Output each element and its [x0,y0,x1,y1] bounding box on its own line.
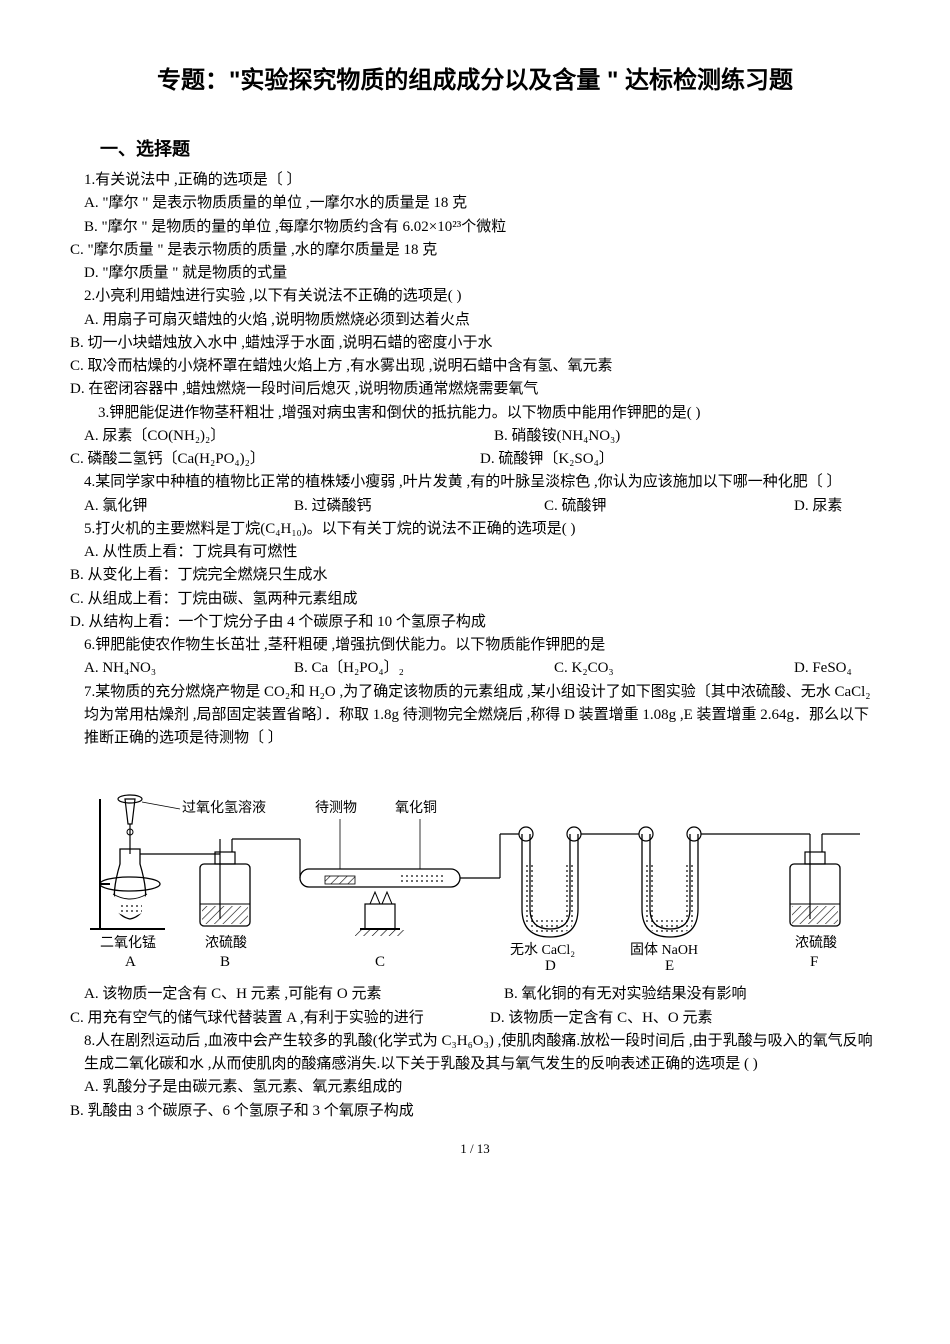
q7-A: A. 该物质一定含有 C、H 元素 ,可能有 O 元素 [84,983,504,1006]
q4-C: C. 硫酸钾 [544,495,794,518]
q1-A: A. "摩尔 " 是表示物质质量的单位 ,一摩尔水的质量是 18 克 [84,192,880,215]
q7-stem-text: 7.某物质的充分燃烧产物是 CO₂和 H₂O ,为了确定该物质的元素组成 ,某小… [84,684,871,747]
page: 专题："实验探究物质的组成成分以及含量 " 达标检测练习题 一、选择题 1.有关… [0,0,950,1187]
apparatus-C [300,819,500,936]
apparatus-F [770,834,860,926]
q6-D: D. FeSO₄ [794,657,852,680]
label-mno2: 二氧化锰 [100,935,156,951]
label-sample: 待测物 [315,800,357,816]
q2-D: D. 在密闭容器中 ,蜡烛燃烧一段时间后熄灭 ,说明物质通常燃烧需要氧气 [70,378,880,401]
doc-title: 专题："实验探究物质的组成成分以及含量 " 达标检测练习题 [70,60,880,95]
label-naoh: 固体 NaOH [630,942,698,958]
q1-C: C. "摩尔质量 " 是表示物质的质量 ,水的摩尔质量是 18 克 [70,239,880,262]
page-footer: 1 / 13 [70,1141,880,1157]
apparatus-diagram: 过氧化氢溶液 二氧化锰 A 浓硫酸 B [70,754,880,974]
q5-stem: 5.打火机的主要燃料是丁烷(C₄H₁₀)。以下有关丁烷的说法不正确的选项是( ) [84,518,880,541]
q3-C: C. 磷酸二氢钙〔Ca(H₂PO₄)₂〕 [70,448,480,471]
q7-stem: 7.某物质的充分燃烧产物是 CO₂和 H₂O ,为了确定该物质的元素组成 ,某小… [84,681,880,751]
q7-C: C. 用充有空气的储气球代替装置 A ,有利于实验的进行 [70,1007,490,1030]
q5-C: C. 从组成上看：丁烷由碳、氢两种元素组成 [70,588,880,611]
q6-A: A. NH₄NO₃ [84,657,294,680]
q3-row1: A. 尿素〔CO(NH₂)₂〕 B. 硝酸铵(NH₄NO₃) [70,425,880,448]
label-B: B [220,954,230,970]
label-cuo: 氧化铜 [395,800,437,816]
apparatus-D [500,827,630,937]
label-h2o2: 过氧化氢溶液 [182,800,266,816]
q3-row2: C. 磷酸二氢钙〔Ca(H₂PO₄)₂〕 D. 硫酸钾〔K₂SO₄〕 [70,448,880,471]
q6-B: B. Ca〔H₂PO₄〕₂ [294,657,554,680]
label-F: F [810,954,818,970]
q6-stem: 6.钾肥能使农作物生长茁壮 ,茎秆粗硬 ,增强抗倒伏能力。以下物质能作钾肥的是 [84,634,880,657]
q1-D: D. "摩尔质量 " 就是物质的式量 [84,262,880,285]
q2-stem: 2.小亮利用蜡烛进行实验 ,以下有关说法不正确的选项是( ) [84,285,880,308]
label-A: A [125,954,136,970]
label-D: D [545,958,556,974]
q7-B: B. 氧化铜的有无对实验结果没有影响 [504,983,747,1006]
q4-D: D. 尿素 [794,495,842,518]
label-C: C [375,954,385,970]
q1-B: B. "摩尔 " 是物质的量的单位 ,每摩尔物质约含有 6.02×10²³个微粒 [84,216,880,239]
q5-B: B. 从变化上看：丁烷完全燃烧只生成水 [70,564,880,587]
q3-A: A. 尿素〔CO(NH₂)₂〕 [84,425,494,448]
q3-stem: 3.钾肥能促进作物茎秆粗壮 ,增强对病虫害和倒伏的抵抗能力。以下物质中能用作钾肥… [98,402,880,425]
q4-stem: 4.某同学家中种植的植物比正常的植株矮小瘦弱 ,叶片发黄 ,有的叶脉呈淡棕色 ,… [84,471,880,494]
label-h2so4-2: 浓硫酸 [795,935,837,951]
apparatus-B [190,839,300,926]
q3-B: B. 硝酸铵(NH₄NO₃) [494,425,620,448]
q6-opts: A. NH₄NO₃ B. Ca〔H₂PO₄〕₂ C. K₂CO₃ D. FeSO… [70,657,880,680]
q7-D: D. 该物质一定含有 C、H、O 元素 [490,1007,713,1030]
q1-stem: 1.有关说法中 ,正确的选项是〔 〕 [84,169,880,192]
label-h2so4-1: 浓硫酸 [205,935,247,951]
q4-B: B. 过磷酸钙 [294,495,544,518]
q3-D: D. 硫酸钾〔K₂SO₄〕 [480,448,614,471]
label-E: E [665,958,674,974]
q5-D: D. 从结构上看：一个丁烷分子由 4 个碳原子和 10 个氢原子构成 [70,611,880,634]
q7-row2: C. 用充有空气的储气球代替装置 A ,有利于实验的进行 D. 该物质一定含有 … [70,1007,880,1030]
q4-A: A. 氯化钾 [84,495,294,518]
q8-B: B. 乳酸由 3 个碳原子、6 个氢原子和 3 个氧原子构成 [70,1100,880,1123]
q5-A: A. 从性质上看：丁烷具有可燃性 [84,541,880,564]
q2-C: C. 取冷而枯燥的小烧杯罩在蜡烛火焰上方 ,有水雾出现 ,说明石蜡中含有氢、氧元… [70,355,880,378]
q2-A: A. 用扇子可扇灭蜡烛的火焰 ,说明物质燃烧必须到达着火点 [84,309,880,332]
q6-C: C. K₂CO₃ [554,657,794,680]
q8-A: A. 乳酸分子是由碳元素、氢元素、氧元素组成的 [84,1076,880,1099]
section-heading: 一、选择题 [100,135,880,161]
q2-B: B. 切一小块蜡烛放入水中 ,蜡烛浮于水面 ,说明石蜡的密度小于水 [70,332,880,355]
q8-stem: 8.人在剧烈运动后 ,血液中会产生较多的乳酸(化学式为 C₃H₆O₃) ,使肌肉… [84,1030,880,1077]
q7-row1: A. 该物质一定含有 C、H 元素 ,可能有 O 元素 B. 氧化铜的有无对实验… [70,983,880,1006]
apparatus-E [630,827,770,937]
apparatus-A [90,795,190,929]
q4-opts: A. 氯化钾 B. 过磷酸钙 C. 硫酸钾 D. 尿素 [70,495,880,518]
label-cacl2: 无水 CaCl₂ [510,942,575,958]
